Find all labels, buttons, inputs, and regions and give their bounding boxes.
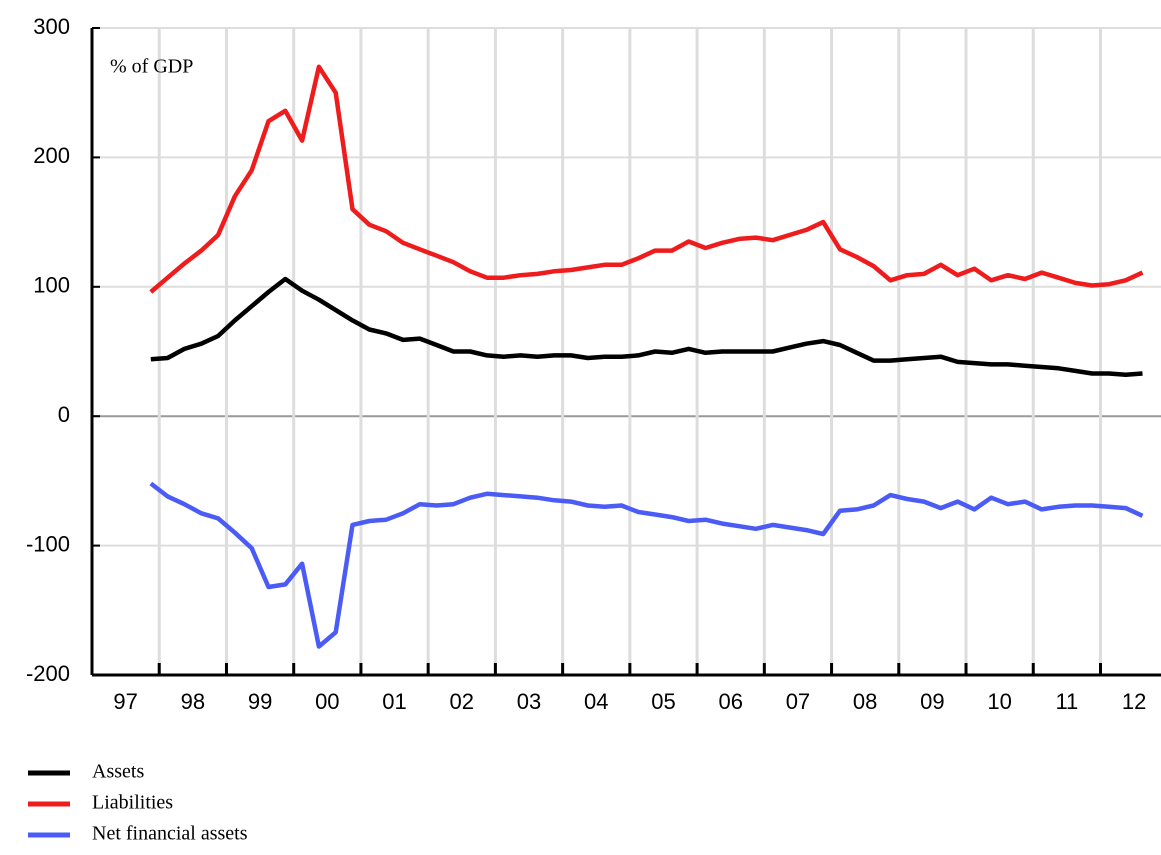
y-tick-label: 200 — [33, 143, 70, 168]
y-tick-label: -200 — [26, 661, 70, 686]
x-tick-label: 10 — [987, 689, 1011, 714]
x-tick-label: 09 — [920, 689, 944, 714]
y-tick-label: 300 — [33, 14, 70, 39]
grid — [92, 27, 1161, 676]
x-tick-label: 08 — [853, 689, 877, 714]
x-tick-label: 04 — [584, 689, 608, 714]
axes: -200 -100 0 100 200 300 97 98 99 00 01 02 03 04 05 06 07… — [26, 14, 1161, 714]
x-tick-label: 00 — [315, 689, 339, 714]
x-tick-label: 99 — [248, 689, 272, 714]
x-tick-label: 03 — [517, 689, 541, 714]
x-tick-label: 97 — [113, 689, 137, 714]
legend-label: Assets — [92, 761, 144, 783]
x-tick-label: 02 — [450, 689, 474, 714]
x-tick-label: 07 — [786, 689, 810, 714]
x-tick-label: 01 — [382, 689, 406, 714]
x-tick-label: 11 — [1055, 689, 1078, 714]
x-tick-label: 12 — [1122, 689, 1146, 714]
series-line — [149, 64, 1144, 294]
x-tick-label: 98 — [181, 689, 205, 714]
series-line — [149, 481, 1144, 649]
x-tick-label: 05 — [651, 689, 675, 714]
y-tick-label: -100 — [26, 531, 70, 556]
y-tick-label: 0 — [58, 402, 70, 427]
y-tick-label: 100 — [33, 273, 70, 298]
annotation: % of GDP — [110, 56, 193, 78]
lines — [149, 64, 1144, 649]
series-line — [150, 276, 1143, 378]
x-tick-label: 06 — [718, 689, 742, 714]
legend-label: Liabilities — [92, 792, 173, 814]
legend-label: Net financial assets — [92, 823, 248, 845]
